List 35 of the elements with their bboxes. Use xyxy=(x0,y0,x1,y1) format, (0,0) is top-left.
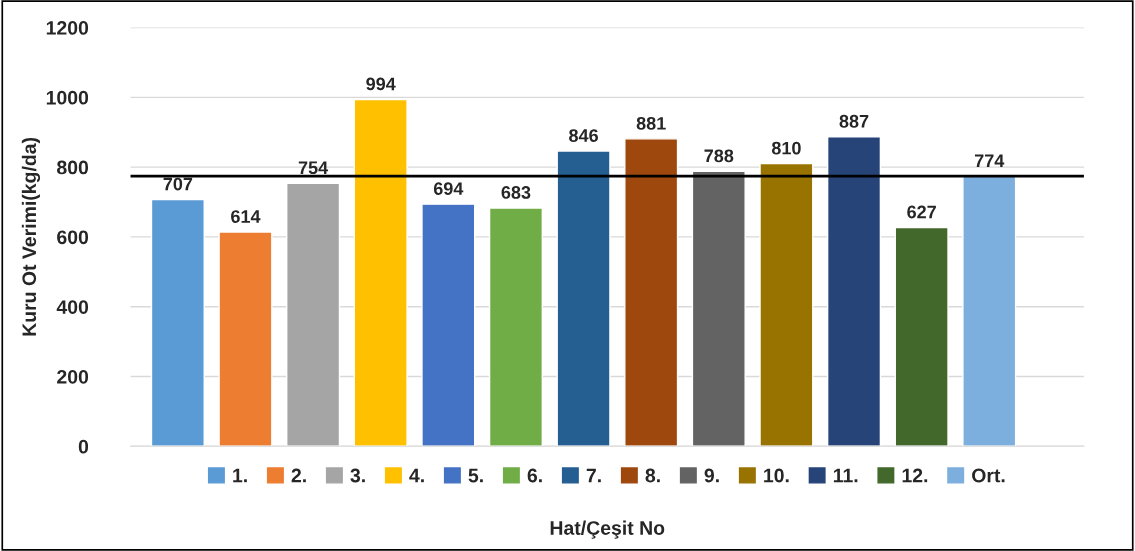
data-label: 788 xyxy=(704,149,734,163)
data-label: 810 xyxy=(771,141,801,155)
legend-label: 9. xyxy=(704,468,719,483)
legend-label: 4. xyxy=(409,468,424,483)
y-axis-title: Kuru Ot Verimi(kg/da) xyxy=(21,137,41,336)
legend-label: 7. xyxy=(586,468,601,483)
data-label: 627 xyxy=(907,205,936,219)
legend-label: 8. xyxy=(645,468,660,483)
data-label: 754 xyxy=(298,161,329,175)
data-label: 774 xyxy=(974,154,1005,167)
data-label: 994 xyxy=(366,77,396,91)
y-tick-label: 600 xyxy=(57,230,89,245)
y-tick-label: 1000 xyxy=(46,90,89,105)
legend-label: 1. xyxy=(233,468,247,483)
legend-label: 3. xyxy=(350,468,365,483)
y-tick-label: 1200 xyxy=(46,21,89,35)
data-label: 707 xyxy=(163,177,193,191)
legend-label: Ort. xyxy=(972,468,1005,483)
data-label: 846 xyxy=(569,129,598,142)
y-tick-label: 400 xyxy=(56,300,89,314)
legend-label: 6. xyxy=(527,468,542,483)
y-tick-label: 200 xyxy=(57,369,89,384)
legend-label: 11. xyxy=(833,468,858,483)
legend-label: 10. xyxy=(764,468,789,483)
legend-label: 2. xyxy=(291,468,306,483)
data-label: 887 xyxy=(839,114,869,128)
x-axis-title: Hat/Çeşit No xyxy=(550,520,665,539)
y-tick-label: 800 xyxy=(57,160,89,175)
data-label: 881 xyxy=(636,116,666,130)
data-label: 694 xyxy=(433,182,464,195)
data-label: 614 xyxy=(231,210,261,223)
legend-label: 12. xyxy=(902,468,928,483)
y-tick-label: 0 xyxy=(78,439,89,454)
data-label: 683 xyxy=(501,186,531,199)
legend-label: 5. xyxy=(468,468,483,483)
